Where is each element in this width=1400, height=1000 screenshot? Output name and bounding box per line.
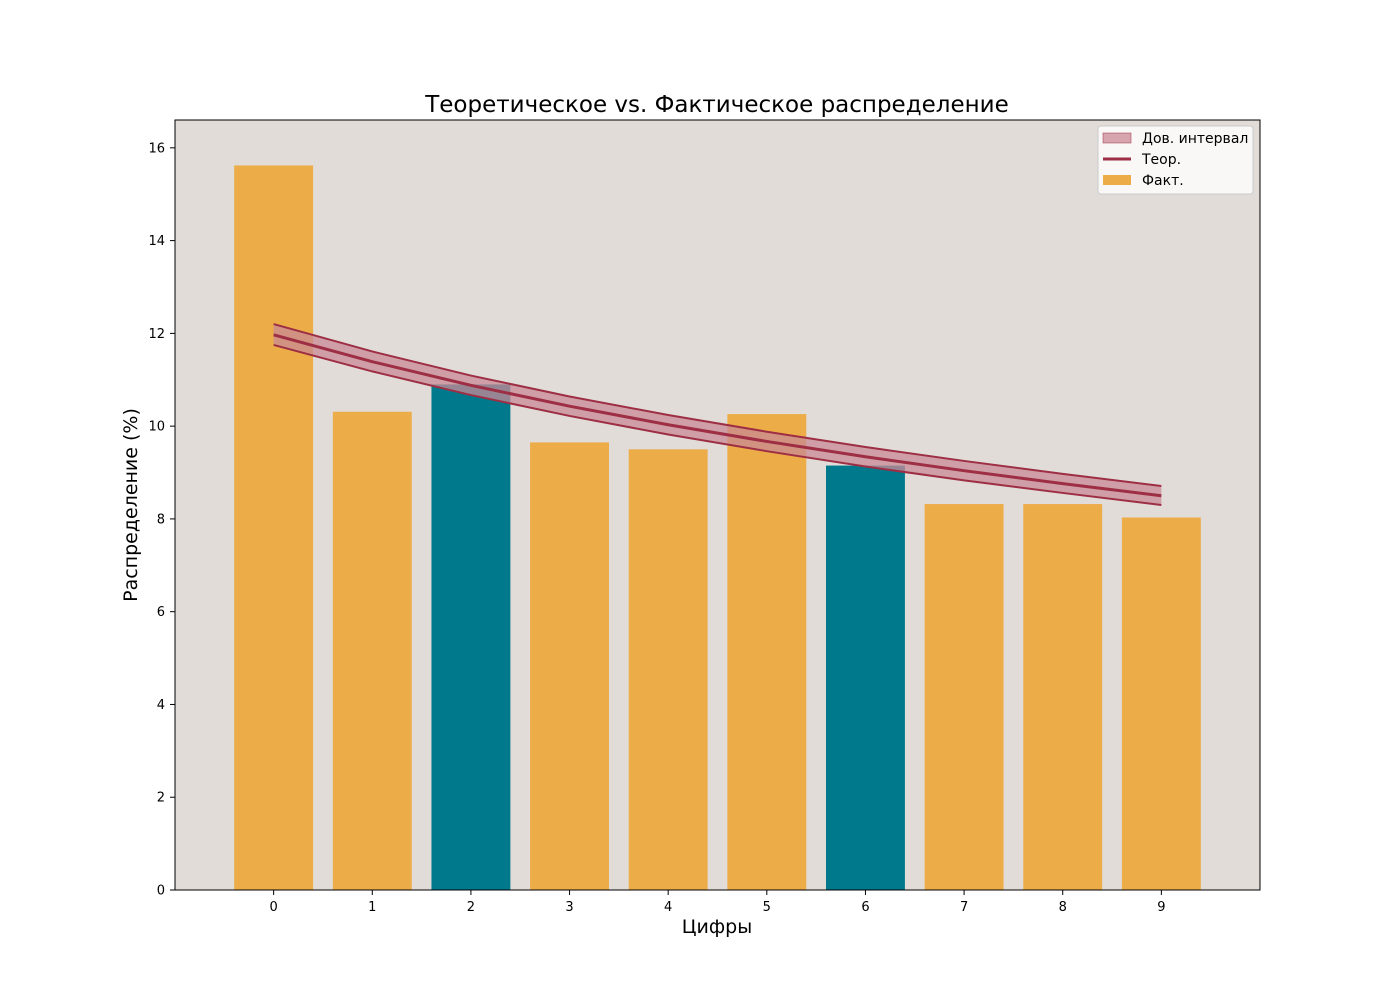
legend-swatch-band xyxy=(1102,132,1132,144)
x-tick-label: 3 xyxy=(565,900,573,915)
y-tick-label: 0 xyxy=(157,884,165,899)
legend-box xyxy=(1097,125,1254,195)
y-tick-label: 6 xyxy=(157,605,165,620)
x-tick-label: 7 xyxy=(960,900,968,915)
bar-9 xyxy=(1121,517,1201,890)
legend-label: Дов. интервал xyxy=(1142,131,1248,147)
y-tick-label: 16 xyxy=(148,141,165,156)
x-tick-label: 6 xyxy=(861,900,869,915)
bar-8 xyxy=(1023,504,1103,890)
theory-line-layer xyxy=(273,333,1162,498)
x-tick-label: 4 xyxy=(664,900,672,915)
confidence-band-layer xyxy=(273,323,1162,506)
bar-4 xyxy=(628,449,708,890)
bar-0 xyxy=(234,165,314,890)
x-tick-label: 5 xyxy=(763,900,771,915)
bar-5 xyxy=(727,414,807,890)
x-tick-label: 8 xyxy=(1059,900,1067,915)
x-tick-label: 2 xyxy=(467,900,475,915)
legend-label: Теор. xyxy=(1141,152,1181,168)
y-tick-label: 12 xyxy=(148,327,165,342)
y-tick-label: 8 xyxy=(157,512,165,527)
bar-7 xyxy=(924,504,1004,890)
bars-layer xyxy=(234,165,1201,890)
y-axis-label: Распределение (%) xyxy=(120,408,142,602)
x-tick-label: 1 xyxy=(368,900,376,915)
bar-3 xyxy=(530,442,609,890)
y-tick-label: 2 xyxy=(157,791,165,806)
x-tick-label: 9 xyxy=(1157,900,1165,915)
bar-6 xyxy=(826,465,905,890)
x-tick-label: 0 xyxy=(269,900,277,915)
bar-1 xyxy=(332,411,412,890)
bar-2 xyxy=(431,384,511,890)
x-axis: 0 1 2 3 4 5 6 7 8 9 xyxy=(269,890,1166,915)
y-tick-label: 10 xyxy=(148,420,165,435)
band-upper-edge xyxy=(273,323,1162,487)
confidence-band xyxy=(273,324,1162,505)
y-tick-label: 4 xyxy=(157,698,165,713)
y-axis: 0 2 4 6 8 10 12 14 16 xyxy=(148,141,175,899)
chart-title: Теоретическое vs. Фактическое распределе… xyxy=(424,92,1009,118)
legend-swatch-bar xyxy=(1103,175,1131,185)
plot-frame xyxy=(174,119,1261,891)
x-axis-label: Цифры xyxy=(682,916,752,938)
legend: Дов. интервал Теор. Факт. xyxy=(1097,125,1254,195)
y-tick-label: 14 xyxy=(148,234,165,249)
theory-line xyxy=(273,333,1162,498)
legend-label: Факт. xyxy=(1142,173,1184,189)
band-lower-edge xyxy=(273,344,1162,506)
